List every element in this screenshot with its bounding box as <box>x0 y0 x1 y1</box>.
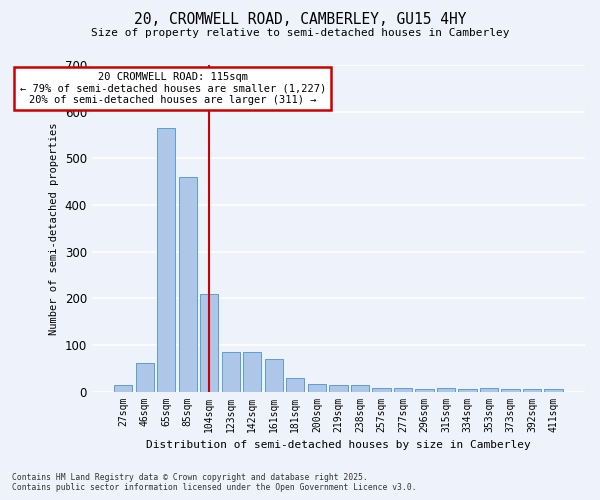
Bar <box>372 388 391 392</box>
Bar <box>265 359 283 392</box>
Bar <box>308 384 326 392</box>
Text: Contains HM Land Registry data © Crown copyright and database right 2025.
Contai: Contains HM Land Registry data © Crown c… <box>12 473 416 492</box>
Bar <box>221 352 240 392</box>
Bar <box>351 384 369 392</box>
Text: 20 CROMWELL ROAD: 115sqm
← 79% of semi-detached houses are smaller (1,227)
20% o: 20 CROMWELL ROAD: 115sqm ← 79% of semi-d… <box>20 72 326 105</box>
Text: 20, CROMWELL ROAD, CAMBERLEY, GU15 4HY: 20, CROMWELL ROAD, CAMBERLEY, GU15 4HY <box>134 12 466 28</box>
Bar <box>243 352 262 392</box>
X-axis label: Distribution of semi-detached houses by size in Camberley: Distribution of semi-detached houses by … <box>146 440 531 450</box>
Bar <box>286 378 304 392</box>
Bar <box>394 388 412 392</box>
Y-axis label: Number of semi-detached properties: Number of semi-detached properties <box>49 122 59 334</box>
Bar <box>458 389 476 392</box>
Bar <box>437 388 455 392</box>
Text: Size of property relative to semi-detached houses in Camberley: Size of property relative to semi-detach… <box>91 28 509 38</box>
Bar <box>544 389 563 392</box>
Bar <box>114 384 133 392</box>
Bar <box>501 389 520 392</box>
Bar <box>136 362 154 392</box>
Bar <box>200 294 218 392</box>
Bar <box>415 389 434 392</box>
Bar <box>480 388 498 392</box>
Bar <box>329 384 347 392</box>
Bar <box>157 128 175 392</box>
Bar <box>523 389 541 392</box>
Bar <box>179 177 197 392</box>
